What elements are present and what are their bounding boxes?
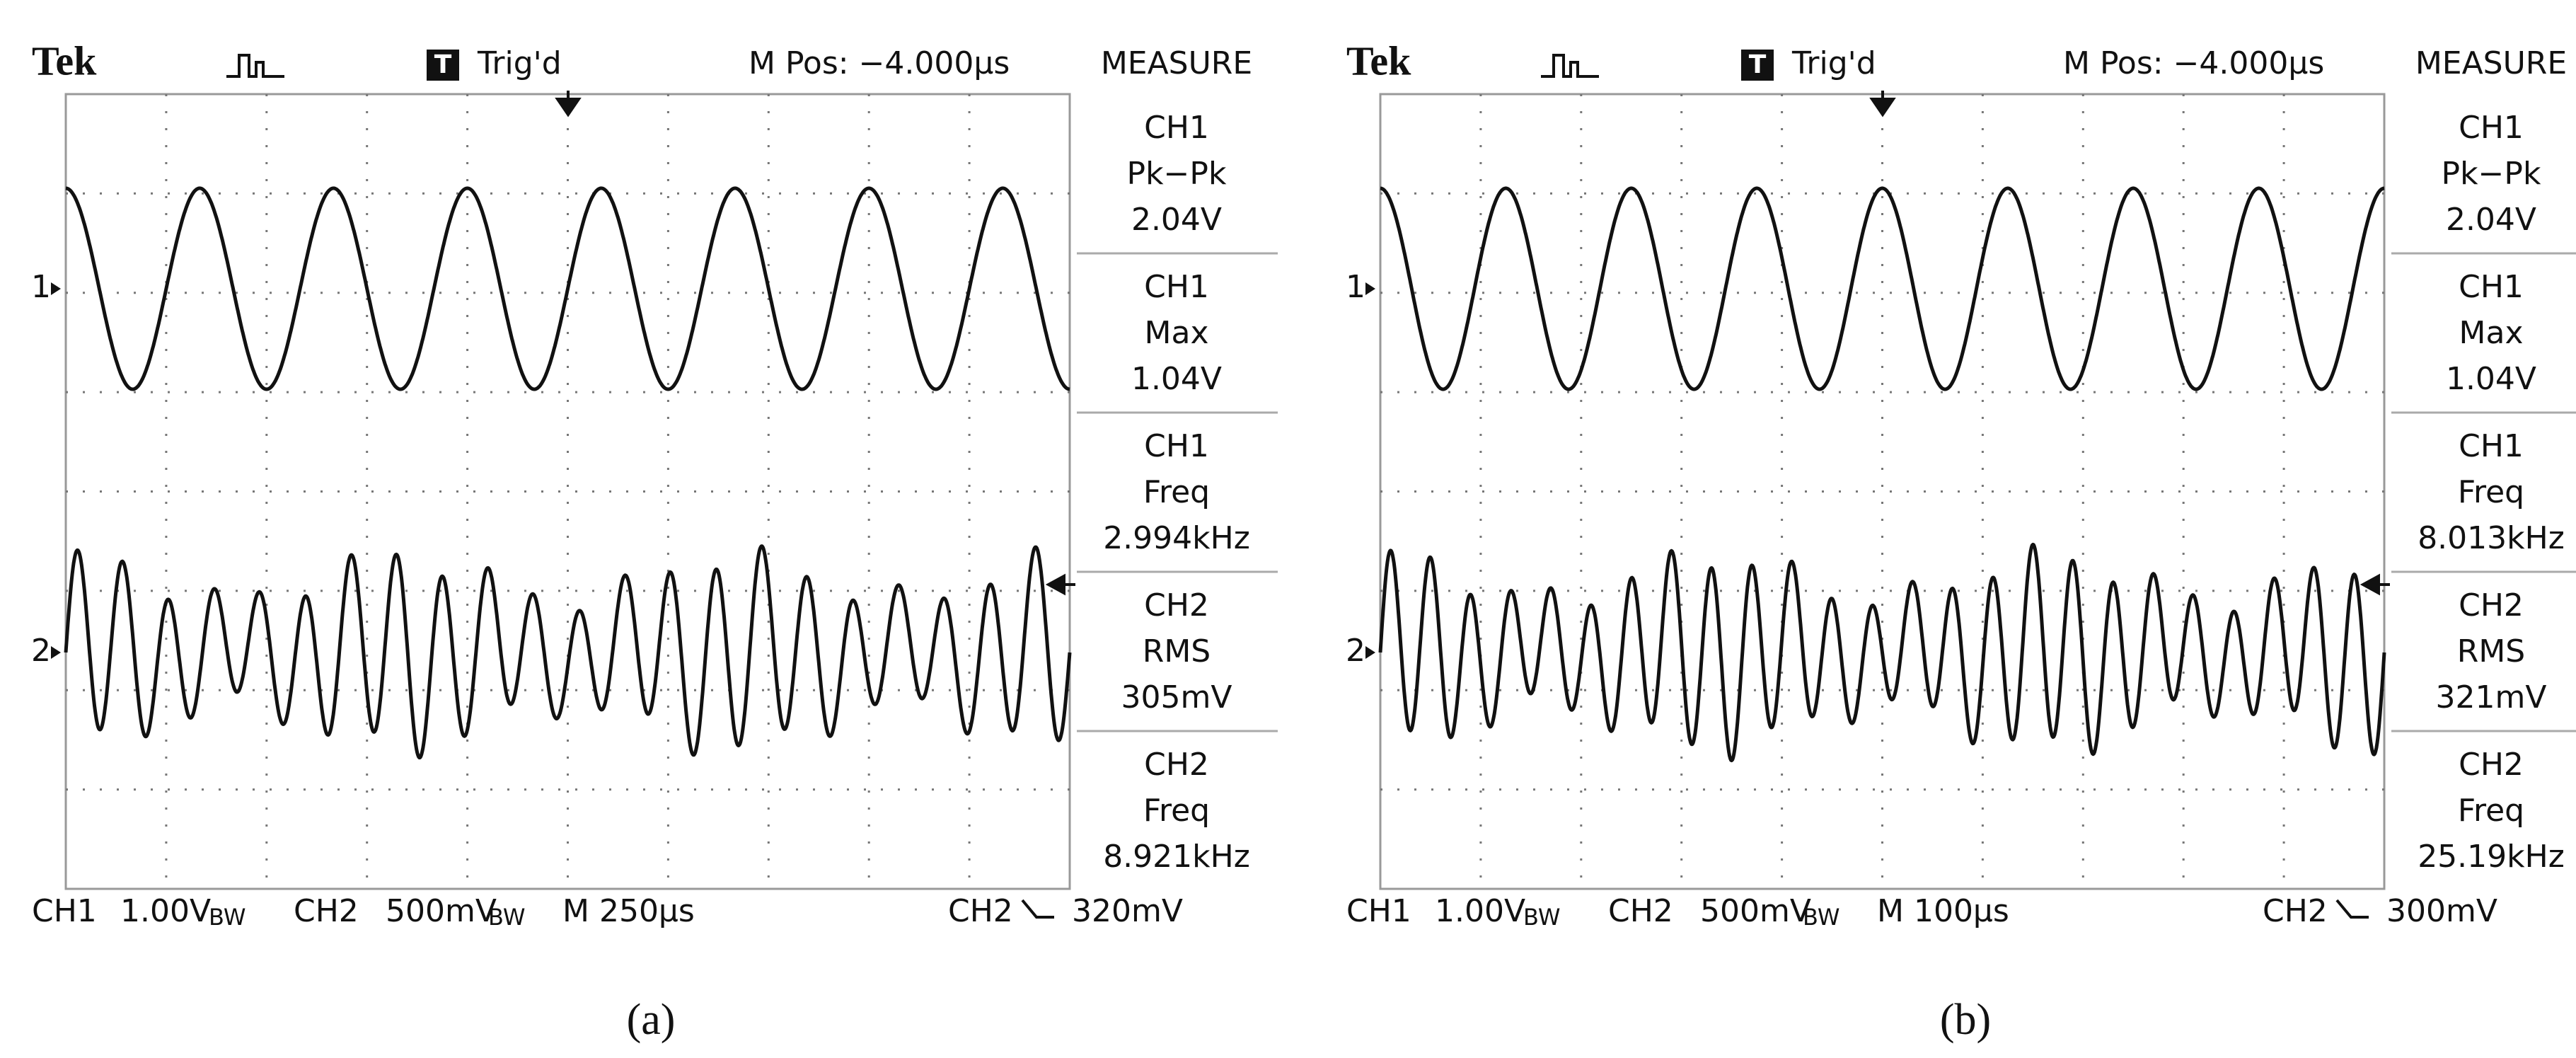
horizontal-position: M Pos: −4.000µs (2063, 45, 2324, 81)
measure-value: 1.04V (2446, 361, 2536, 397)
channel-marker-arrow (51, 282, 61, 295)
ch1-label: CH1 (1346, 893, 1411, 929)
acquire-icon (1541, 54, 1599, 78)
measure-source: CH2 (2459, 587, 2524, 623)
measure-value: 321mV (2436, 679, 2547, 715)
caption: (b) (1940, 996, 1991, 1044)
timebase: M 100µs (1877, 893, 2009, 929)
ch1-scale: 1.00V (1435, 893, 1525, 929)
ch2-scale: 500mV (386, 893, 497, 929)
trigger-slope-icon (2335, 899, 2369, 919)
ch1-bandwidth: BW (1523, 904, 1560, 931)
trigger-icon: T (1749, 50, 1767, 79)
measure-source: CH1 (2459, 269, 2524, 305)
measure-value: 8.013kHz (2418, 520, 2565, 556)
channel-marker-arrow (1365, 282, 1375, 295)
ch2-scale: 500mV (1700, 893, 1811, 929)
measure-source: CH1 (1144, 428, 1209, 464)
measure-type: RMS (2457, 633, 2525, 669)
scope-panel: Tek T Trig'd M Pos: −4.000µs MEASURE 1 2 CH1 Pk−… (1346, 38, 2576, 1044)
trigger-position-arrow (1869, 91, 1896, 117)
ch1-label: CH1 (32, 893, 97, 929)
measure-type: Max (1145, 315, 1209, 351)
trigger-slope-icon (1021, 899, 1054, 919)
trigger-source: CH2 (2263, 893, 2328, 929)
measure-value: 8.921kHz (1103, 839, 1250, 875)
measure-source: CH2 (1144, 747, 1209, 783)
channel-marker-arrow (51, 646, 61, 659)
ch1-bandwidth: BW (209, 904, 246, 931)
ch1-scale: 1.00V (120, 893, 211, 929)
channel-marker-arrow (1365, 646, 1375, 659)
timebase: M 250µs (562, 893, 695, 929)
brand: Tek (1346, 38, 1411, 84)
scope-panel: Tek T Trig'd M Pos: −4.000µs MEASURE 1 2 CH1 Pk−… (31, 38, 1278, 1044)
trigger-level: 300mV (2386, 893, 2497, 929)
ch2-trace (1378, 542, 2386, 763)
measure-source: CH1 (1144, 269, 1209, 305)
trigger-source: CH2 (948, 893, 1013, 929)
trigger-icon-box (1741, 50, 1774, 81)
measure-type: Max (2459, 315, 2524, 351)
acquire-icon (226, 54, 284, 78)
trigger-level: 320mV (1072, 893, 1183, 929)
measure-type: Freq (2458, 793, 2524, 829)
trigger-position-arrow (555, 91, 582, 117)
measure-source: CH1 (2459, 428, 2524, 464)
measure-type: Freq (1143, 474, 1210, 510)
ch1-trace (1379, 186, 2386, 391)
channel-marker: 2 (1346, 633, 1365, 669)
ch2-label: CH2 (294, 893, 359, 929)
channel-marker: 1 (31, 269, 51, 305)
measure-value: 1.04V (1131, 361, 1222, 397)
measure-source: CH1 (2459, 110, 2524, 146)
measure-source: CH2 (1144, 587, 1209, 623)
brand: Tek (32, 38, 97, 84)
measure-source: CH2 (2459, 747, 2524, 783)
measure-type: Pk−Pk (1127, 156, 1227, 192)
trigger-icon: T (434, 50, 452, 79)
ch2-bandwidth: BW (1803, 904, 1839, 931)
measure-value: 2.994kHz (1103, 520, 1250, 556)
measure-type: Pk−Pk (2442, 156, 2541, 192)
measure-value: 25.19kHz (2418, 839, 2565, 875)
ch2-trace (64, 544, 1072, 760)
measure-source: CH1 (1144, 110, 1209, 146)
ch2-bandwidth: BW (488, 904, 525, 931)
measure-value: 2.04V (1131, 202, 1222, 238)
trigger-icon-box (427, 50, 459, 81)
measure-value: 2.04V (2446, 202, 2536, 238)
measure-type: Freq (1143, 793, 1210, 829)
channel-marker: 2 (31, 633, 51, 669)
caption: (a) (627, 996, 676, 1044)
measure-title: MEASURE (2415, 45, 2567, 81)
measure-value: 305mV (1121, 679, 1232, 715)
channel-marker: 1 (1346, 269, 1365, 305)
measure-type: Freq (2458, 474, 2524, 510)
ch2-label: CH2 (1608, 893, 1673, 929)
trigger-status: Trig'd (1791, 45, 1876, 81)
trigger-status: Trig'd (477, 45, 562, 81)
trigger-level-arrow (2360, 573, 2390, 596)
ch1-trace (64, 186, 1071, 391)
trigger-level-arrow (1045, 573, 1075, 596)
horizontal-position: M Pos: −4.000µs (749, 45, 1010, 81)
measure-title: MEASURE (1101, 45, 1252, 81)
measure-type: RMS (1143, 633, 1211, 669)
